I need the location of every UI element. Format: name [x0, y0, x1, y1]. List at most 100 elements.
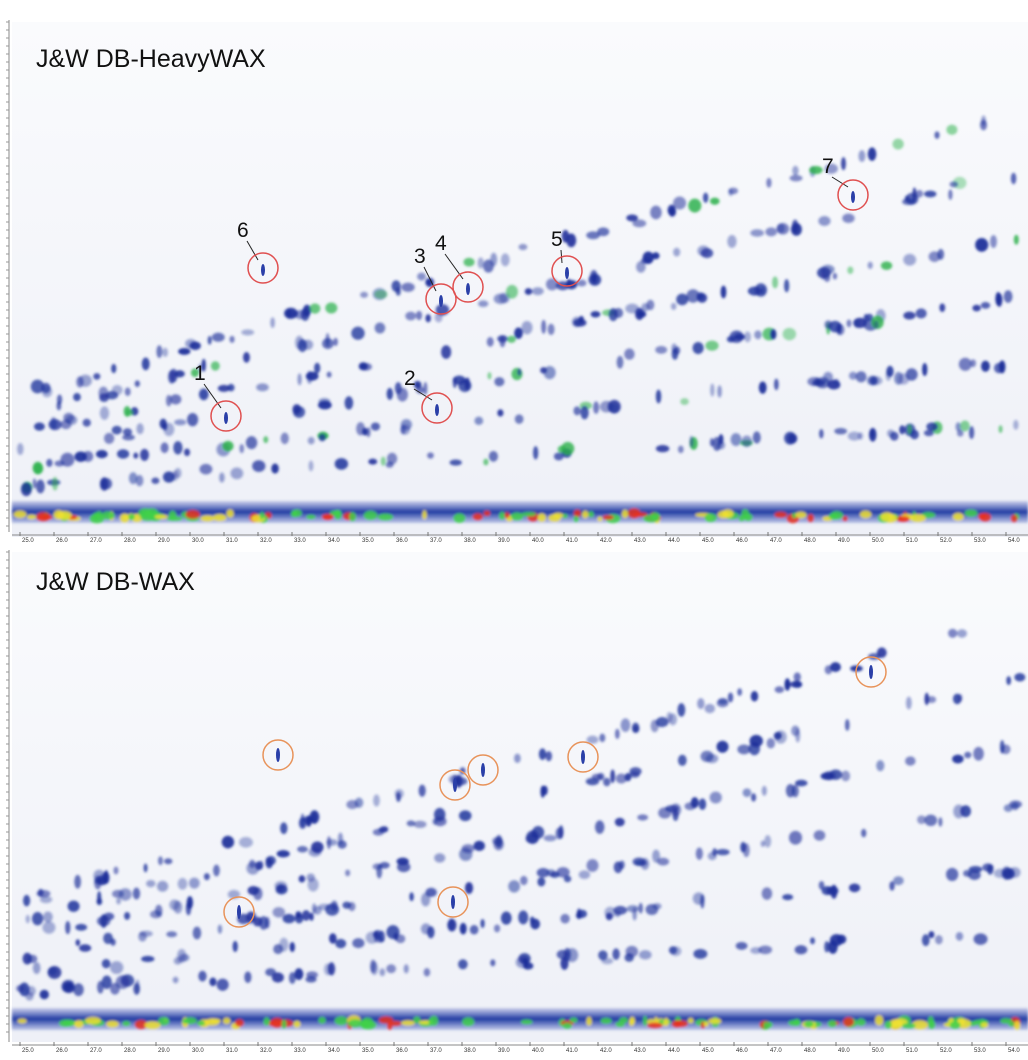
peak	[261, 264, 265, 276]
baseline-peak	[259, 511, 265, 520]
signal-spot	[37, 888, 44, 897]
signal-spot	[613, 307, 624, 318]
signal-spot	[65, 920, 71, 935]
baseline-peak	[827, 1020, 837, 1028]
signal-spot	[847, 431, 861, 441]
x-tick-label: 35.0	[362, 538, 374, 544]
signal-spot	[697, 245, 710, 257]
baseline-peak	[510, 512, 524, 521]
peak-circle	[837, 179, 869, 211]
signal-spot	[652, 252, 660, 260]
peak-label: 7	[822, 155, 834, 178]
baseline-peak	[888, 1019, 903, 1030]
peak	[237, 905, 241, 919]
signal-spot	[230, 467, 244, 480]
peak-circle	[247, 252, 279, 284]
baseline-peak	[360, 1020, 370, 1029]
baseline-peak	[842, 516, 848, 522]
signal-spot	[741, 435, 752, 448]
signal-spot	[441, 345, 452, 359]
signal-spot	[123, 405, 131, 417]
signal-spot	[135, 979, 140, 994]
x-tick-label: 54.0	[1008, 1048, 1020, 1054]
signal-spot	[945, 867, 959, 881]
signal-spot	[998, 425, 1003, 434]
signal-spot	[543, 834, 557, 842]
baseline-peak	[901, 1023, 916, 1029]
signal-spot	[733, 333, 746, 341]
baseline-peak	[235, 1019, 244, 1027]
signal-spot	[810, 937, 815, 945]
baseline-peak	[200, 515, 215, 522]
baseline-peak	[1008, 1021, 1016, 1027]
signal-spot	[514, 753, 521, 763]
signal-spot	[73, 393, 81, 402]
signal-spot	[124, 911, 131, 920]
signal-spot	[880, 261, 893, 270]
baseline-peak	[704, 513, 717, 523]
signal-spot	[229, 335, 235, 343]
signal-spot	[274, 881, 288, 891]
signal-spot	[824, 941, 830, 953]
signal-spot	[705, 340, 719, 351]
signal-spot	[830, 662, 841, 672]
signal-spot	[394, 789, 404, 799]
signal-spot	[101, 975, 112, 990]
signal-spot	[370, 422, 381, 431]
signal-spot	[924, 814, 938, 827]
x-tick-label: 34.0	[328, 1048, 340, 1054]
x-tick-label: 37.0	[430, 538, 442, 544]
signal-spot	[624, 773, 632, 782]
signal-spot	[973, 933, 988, 945]
signal-spot	[151, 477, 160, 484]
signal-spot	[420, 892, 431, 907]
peak-label: 2	[404, 367, 416, 390]
signal-spot	[693, 948, 708, 959]
signal-spot	[373, 931, 379, 939]
peak-label: 3	[414, 245, 426, 268]
signal-spot	[750, 690, 759, 702]
baseline-peak	[629, 1016, 636, 1025]
leader-line	[246, 240, 259, 261]
signal-spot	[263, 436, 269, 444]
signal-spot	[172, 976, 179, 984]
signal-spot	[751, 793, 757, 802]
baseline-peak	[562, 1022, 572, 1029]
signal-spot	[692, 892, 705, 905]
signal-spot	[993, 868, 1007, 878]
x-tick-label: 54.0	[1008, 538, 1020, 544]
panel-title: J&W DB-HeavyWAX	[36, 45, 266, 73]
signal-spot	[136, 423, 144, 435]
x-tick-label: 52.0	[940, 1048, 952, 1054]
baseline-peak	[270, 1017, 284, 1028]
signal-spot	[717, 697, 728, 705]
signal-spot	[56, 401, 62, 411]
signal-spot	[103, 932, 113, 944]
baseline-peak	[154, 514, 168, 519]
x-tick-label: 41.0	[566, 1048, 578, 1054]
signal-spot	[616, 355, 624, 369]
signal-spot	[113, 866, 119, 875]
signal-spot	[645, 904, 659, 915]
signal-spot	[101, 958, 111, 969]
signal-spot	[614, 728, 620, 740]
signal-spot	[185, 338, 197, 349]
peak	[869, 665, 873, 679]
signal-spot	[352, 938, 365, 949]
signal-spot	[227, 383, 235, 392]
signal-spot	[309, 912, 314, 921]
signal-spot	[433, 807, 446, 822]
leader-line	[413, 388, 433, 401]
signal-spot	[955, 931, 964, 941]
signal-spot	[766, 737, 776, 749]
signal-spot	[141, 357, 150, 371]
signal-spot	[782, 894, 794, 901]
signal-spot	[750, 229, 765, 237]
signal-spot	[610, 769, 615, 783]
signal-spot	[308, 460, 314, 472]
signal-spot	[790, 222, 802, 236]
signal-spot	[907, 424, 912, 435]
signal-spot	[150, 910, 163, 919]
signal-spot	[33, 422, 45, 431]
signal-spot	[905, 756, 916, 766]
